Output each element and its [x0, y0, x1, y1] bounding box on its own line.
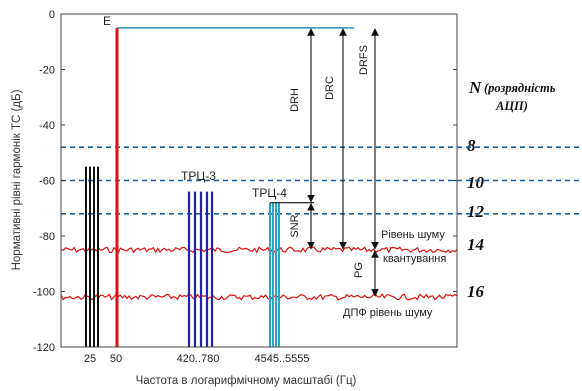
adc-bits-label: 14 [467, 235, 484, 254]
x-tick-label: 420..780 [177, 353, 220, 365]
noise-floor-line [61, 246, 457, 254]
noise-label-quant-1: Рівень шуму [381, 229, 445, 241]
signal-label: E [103, 14, 111, 28]
adc-title-rest: (розрядність [484, 81, 556, 95]
y-tick-label: -100 [33, 287, 55, 299]
y-tick-label: -40 [39, 120, 55, 132]
adc-bits-label: 16 [467, 282, 485, 301]
noise-floor-line [61, 293, 457, 301]
noise-label-dft: ДПФ рівень шуму [343, 307, 433, 319]
y-tick-label: -20 [39, 65, 55, 77]
x-tick-label: 50 [110, 353, 122, 365]
adc-bits-label: 10 [467, 173, 485, 192]
y-tick-label: -80 [39, 231, 55, 243]
adc-title-n: N [468, 78, 482, 97]
y-tick-label: -120 [33, 342, 55, 354]
range-label-drh: DRH [289, 88, 301, 112]
trc3-label: ТРЦ-3 [181, 169, 216, 183]
x-tick-label: 4545..5555 [254, 353, 309, 365]
y-tick-label: -60 [39, 176, 55, 188]
y-axis-label: Нормативні рівні гармонік ТС (дБ) [11, 89, 23, 270]
x-tick-label: 25 [84, 353, 96, 365]
noise-label-quant-2: квантування [383, 253, 446, 265]
range-label-pg: PG [353, 262, 365, 278]
adc-title-line2: АЦП) [495, 99, 528, 113]
trc4-label: ТРЦ-4 [252, 186, 287, 200]
range-label-snr: SNR [289, 214, 301, 237]
y-tick-label: 0 [49, 9, 55, 21]
x-axis-label: Частота в логарифмічному масштабі (Гц) [136, 375, 357, 387]
range-label-drc: DRC [324, 76, 336, 100]
adc-bits-label: 8 [467, 136, 476, 155]
adc-bits-label: 12 [467, 202, 485, 221]
range-label-drfs: DRFS [358, 45, 370, 75]
